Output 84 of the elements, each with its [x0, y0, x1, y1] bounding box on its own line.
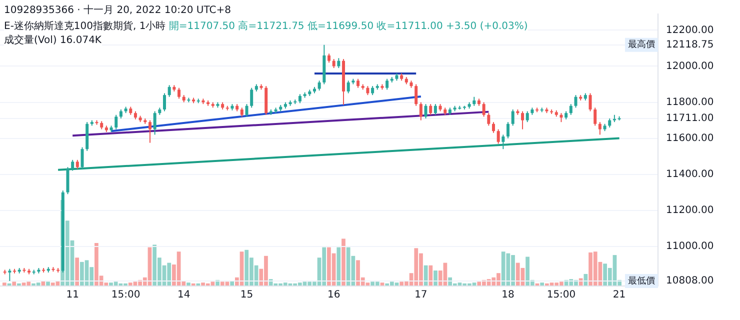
x-tick-label: 17: [414, 290, 428, 301]
text: 最低價: [628, 275, 655, 286]
y-tick-label: 11400.00: [666, 168, 714, 180]
candlestick: [356, 78, 360, 88]
candlestick: [496, 128, 500, 144]
candlestick: [80, 146, 84, 170]
candlestick: [250, 87, 254, 108]
x-tick-label: 15:00: [111, 290, 140, 301]
x-tick-label: 21: [612, 290, 626, 301]
candlestick: [574, 94, 578, 108]
candlestick: [419, 102, 422, 121]
candlestick: [76, 159, 79, 170]
candlestick: [371, 86, 374, 96]
y-tick-label: 11600.00: [666, 132, 714, 144]
y-tick-label: 12200.00: [666, 24, 714, 36]
candlestick: [588, 92, 592, 112]
y-tick-label: 11200.00: [666, 204, 714, 216]
candlestick: [148, 120, 152, 144]
y-tick-label: 12118.75: [666, 39, 714, 50]
candlestick: [178, 87, 181, 100]
candlestick: [492, 122, 495, 134]
bar: [2, 282, 6, 286]
candlestick: [521, 110, 524, 130]
candlestick: [526, 110, 529, 123]
bar: [428, 265, 433, 286]
candlestick: [328, 53, 330, 64]
chart-title: 成交量(Vol) 16.074K: [4, 35, 102, 46]
bar: [186, 282, 190, 286]
candlestick: [569, 104, 572, 116]
bar: [540, 282, 544, 286]
candlestick: [511, 108, 514, 126]
candlestick: [598, 122, 602, 136]
candlestick: [240, 107, 244, 118]
text: 最高價: [628, 39, 655, 50]
candlestick: [472, 96, 476, 106]
candlestick: [366, 86, 370, 96]
candlestick: [429, 104, 432, 116]
annotation: 10928935366 · 十一月 20, 2022 10:20 UTC+8: [4, 5, 231, 16]
candlestick: [114, 114, 118, 130]
candlestick: [119, 108, 122, 119]
bar: [342, 238, 346, 286]
x-tick-label: 14: [177, 290, 190, 301]
candlestick: [66, 166, 70, 195]
candlestick: [245, 104, 248, 118]
text: 開=11707.50 高=11721.75 低=11699.50 收=11711.00 +3.50 (+0.03%): [168, 21, 528, 32]
candlestick: [560, 112, 563, 123]
bar: [584, 274, 588, 286]
candlestick: [506, 122, 510, 139]
bar: [434, 270, 438, 286]
bar: [336, 247, 341, 286]
candlestick: [337, 58, 340, 69]
candlestick: [153, 110, 156, 136]
y-tick-label: 11711.00: [666, 112, 714, 124]
candlestick: [332, 58, 336, 69]
x-tick-label: 15: [240, 290, 254, 301]
y-tick-label: 12000.00: [666, 60, 714, 72]
candlestick: [8, 268, 12, 282]
x-tick-label: 18: [502, 290, 514, 301]
bar: [424, 265, 428, 286]
candlestick: [482, 102, 486, 118]
candlestick: [318, 80, 321, 92]
bar: [46, 282, 50, 286]
bar: [12, 282, 16, 286]
x-tick-label: 11: [66, 290, 79, 301]
candlestick: [414, 84, 418, 106]
candlestick: [163, 92, 166, 112]
candlestick: [386, 78, 389, 90]
candlestick: [608, 118, 612, 128]
candlestick: [298, 94, 302, 104]
y-tick-label: 11000.00: [666, 240, 714, 252]
candlestick: [594, 107, 597, 126]
x-tick-label: 15:00: [546, 290, 576, 301]
candlestick: [168, 84, 171, 98]
candlestick: [424, 104, 428, 119]
candlestick: [487, 112, 490, 126]
y-tick-label: 11800.00: [666, 96, 714, 108]
y-tick-label: 10808.00: [666, 276, 714, 287]
candlestick: [346, 80, 350, 94]
candlestick: [71, 159, 74, 172]
bar: [75, 258, 80, 286]
x-tick-label: 16: [327, 290, 340, 301]
candlestick: [434, 104, 437, 116]
text: E-迷你納斯達克100指數期貨, 1小時: [4, 21, 166, 32]
candlestick: [502, 134, 505, 150]
